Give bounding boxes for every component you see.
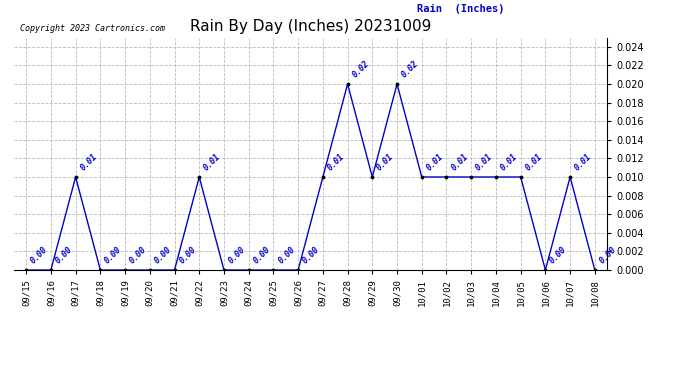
Text: 0.02: 0.02: [400, 59, 420, 80]
Text: Rain  (Inches): Rain (Inches): [417, 4, 505, 14]
Text: 0.00: 0.00: [301, 245, 322, 266]
Text: 0.01: 0.01: [573, 152, 593, 173]
Text: 0.00: 0.00: [152, 245, 173, 266]
Text: 0.01: 0.01: [424, 152, 445, 173]
Text: 0.01: 0.01: [79, 152, 99, 173]
Title: Rain By Day (Inches) 20231009: Rain By Day (Inches) 20231009: [190, 18, 431, 33]
Text: 0.01: 0.01: [326, 152, 346, 173]
Text: 0.00: 0.00: [103, 245, 124, 266]
Text: 0.00: 0.00: [548, 245, 569, 266]
Text: Copyright 2023 Cartronics.com: Copyright 2023 Cartronics.com: [20, 24, 165, 33]
Text: 0.00: 0.00: [128, 245, 148, 266]
Text: 0.00: 0.00: [251, 245, 272, 266]
Text: 0.00: 0.00: [276, 245, 297, 266]
Text: 0.01: 0.01: [202, 152, 222, 173]
Text: 0.01: 0.01: [375, 152, 395, 173]
Text: 0.01: 0.01: [499, 152, 519, 173]
Text: 0.00: 0.00: [177, 245, 198, 266]
Text: 0.01: 0.01: [474, 152, 495, 173]
Text: 0.00: 0.00: [54, 245, 74, 266]
Text: 0.01: 0.01: [449, 152, 470, 173]
Text: 0.00: 0.00: [29, 245, 50, 266]
Text: 0.00: 0.00: [598, 245, 618, 266]
Text: 0.01: 0.01: [524, 152, 544, 173]
Text: 0.02: 0.02: [351, 59, 371, 80]
Text: 0.00: 0.00: [227, 245, 247, 266]
